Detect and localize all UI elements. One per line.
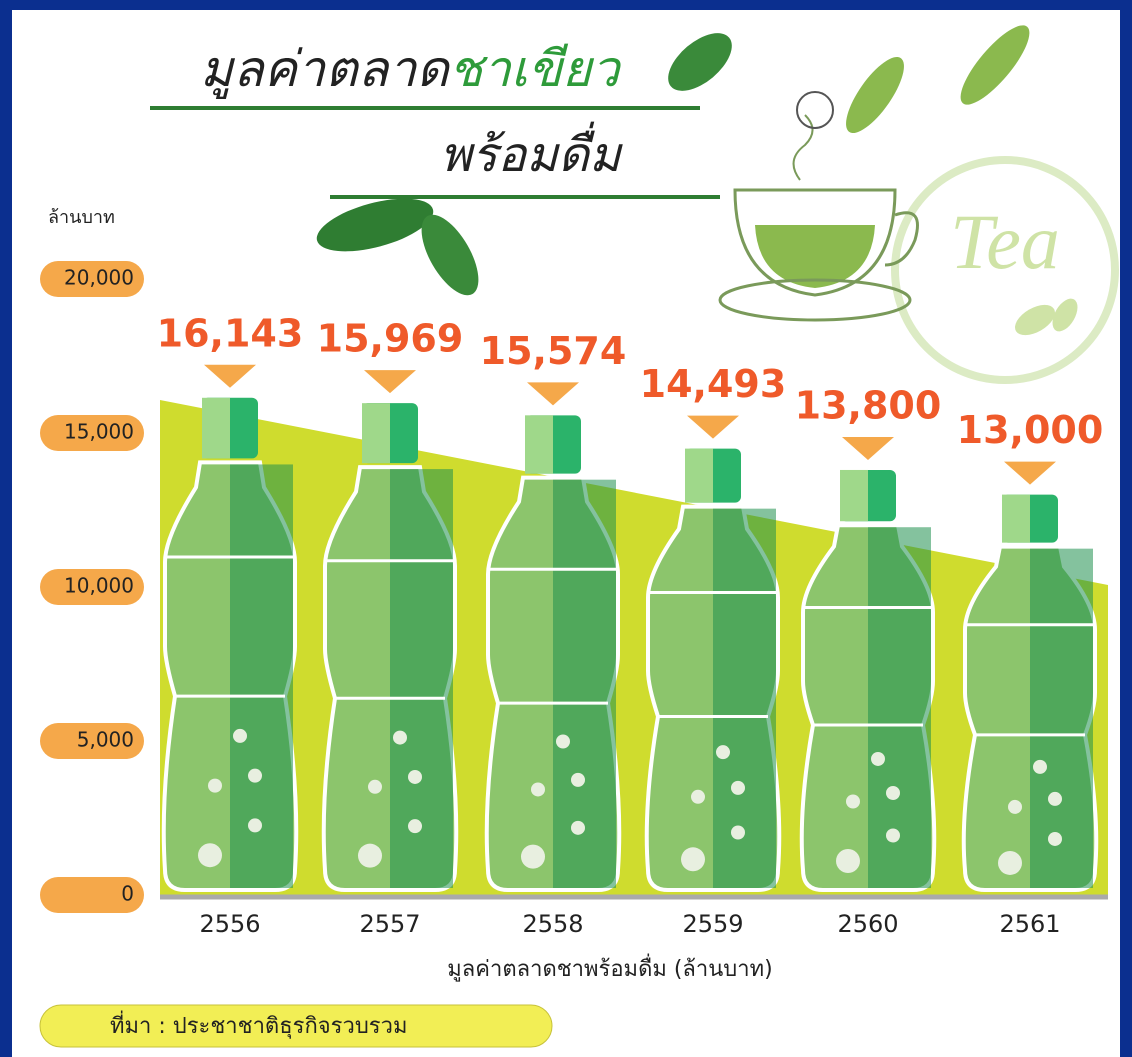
leaf: [960, 25, 1030, 105]
logo-leaf: [1052, 298, 1078, 332]
bubble: [248, 768, 262, 783]
bubble: [408, 819, 422, 834]
bubble: [886, 828, 900, 843]
bubble: [571, 772, 585, 787]
bubble: [716, 745, 730, 760]
bubble: [358, 843, 382, 868]
y-tick-label: 15,000: [64, 420, 134, 444]
pointer: [1004, 461, 1056, 485]
pointer: [842, 436, 894, 460]
value-label: 14,493: [640, 362, 787, 406]
logo-ring: [891, 156, 1119, 384]
bubble: [1048, 831, 1062, 846]
bubble: [571, 820, 585, 835]
y-tick-pill: [40, 877, 144, 913]
x-tick-label: 2561: [999, 910, 1060, 938]
y-tick-pill: [40, 261, 144, 297]
bubble: [731, 825, 745, 840]
cup-handle: [884, 211, 919, 267]
bottle-cap-light: [202, 397, 230, 459]
bottle-shade: [553, 479, 616, 888]
bottle-shade: [868, 527, 931, 888]
x-tick-label: 2557: [359, 910, 420, 938]
bubble: [208, 778, 222, 793]
y-tick-pill: [40, 569, 144, 605]
bubble: [886, 785, 900, 800]
subtitle: พร้อมดื่ม: [440, 121, 623, 183]
x-tick-label: 2558: [522, 910, 583, 938]
flower: [796, 91, 834, 129]
bubble: [248, 818, 262, 833]
bubble: [233, 728, 247, 743]
source-pill: [39, 1004, 553, 1048]
saucer: [718, 278, 912, 322]
bottle-shade: [230, 464, 293, 888]
bubble: [556, 734, 570, 749]
leaf: [316, 198, 434, 252]
bubble: [871, 751, 885, 766]
bubble: [998, 850, 1022, 875]
y-tick-label: 10,000: [64, 574, 134, 598]
cup-tea: [755, 225, 875, 288]
logo-leaf: [1015, 304, 1055, 336]
pointer: [364, 370, 416, 394]
bubble: [198, 843, 222, 868]
leaf: [846, 57, 904, 133]
bubble: [521, 844, 545, 869]
pointer: [527, 382, 579, 406]
bubble: [846, 794, 860, 809]
value-label: 13,000: [957, 408, 1104, 452]
title-main: มูลค่าตลาด: [200, 40, 451, 100]
bottle-cap-light: [362, 403, 390, 464]
bottle-cap-light: [685, 448, 713, 503]
y-tick-label: 0: [121, 882, 134, 906]
value-label: 15,574: [480, 329, 627, 373]
x-tick-label: 2559: [682, 910, 743, 938]
source: ที่มา : ประชาชาติธุรกิจรวบรวม: [110, 1010, 407, 1039]
bottle-cap-light: [840, 469, 868, 522]
bottle-shade: [390, 469, 453, 888]
x-tick-label: 2560: [837, 910, 898, 938]
x-axis-title: มูลค่าตลาดชาพร้อมดื่ม (ล้านบาท): [447, 953, 772, 982]
y-unit-label: ล้านบาท: [48, 207, 115, 228]
bubble: [408, 769, 422, 784]
bubble: [836, 848, 860, 873]
bubble: [1048, 791, 1062, 806]
bottle-cap-light: [525, 415, 553, 474]
leaf: [668, 33, 732, 91]
bubble: [368, 779, 382, 794]
bubble: [531, 782, 545, 797]
x-tick-label: 2556: [199, 910, 260, 938]
y-tick-label: 5,000: [77, 728, 134, 752]
bubble: [731, 780, 745, 795]
value-label: 16,143: [157, 311, 304, 355]
y-tick-pill: [40, 415, 144, 451]
title-highlight: ชาเขียว: [449, 40, 623, 98]
pointer: [204, 364, 256, 388]
y-tick-label: 20,000: [64, 266, 134, 290]
leaf: [421, 214, 479, 296]
chart-title: มูลค่าตลาดชาเขียว: [200, 40, 622, 100]
pointer: [687, 415, 739, 439]
bubble: [1008, 799, 1022, 814]
bottle-cap-light: [1002, 494, 1030, 543]
bubble: [691, 789, 705, 804]
bubble: [681, 847, 705, 872]
y-tick-pill: [40, 723, 144, 759]
steam: [792, 114, 814, 181]
bubble: [1033, 759, 1047, 774]
bottle-shade: [713, 508, 776, 888]
value-label: 15,969: [317, 317, 464, 361]
logo-text: Tea: [950, 198, 1060, 285]
bubble: [393, 730, 407, 745]
value-label: 13,800: [795, 383, 942, 427]
bottle-shade: [1030, 548, 1093, 888]
